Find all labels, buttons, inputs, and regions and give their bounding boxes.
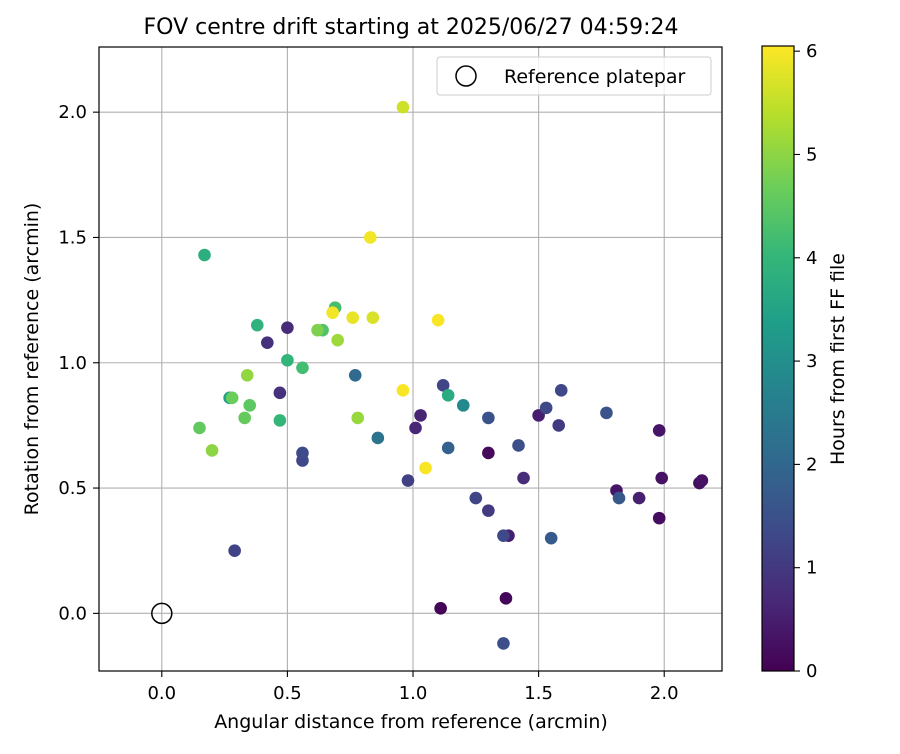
reference-platepar-marker <box>151 602 173 625</box>
colorbar-gradient <box>761 45 795 672</box>
data-point <box>632 491 646 505</box>
data-point <box>652 511 666 525</box>
colorbar: 0 1 2 3 4 5 6 Hours from first FF file <box>761 41 849 682</box>
data-point <box>517 471 530 485</box>
data-point <box>482 411 495 425</box>
data-point <box>499 592 513 605</box>
data-point <box>331 333 344 347</box>
data-point <box>250 318 264 332</box>
x-tick-label: 1.5 <box>524 683 553 704</box>
data-point <box>419 461 432 475</box>
data-point <box>497 529 510 542</box>
data-point <box>225 391 239 405</box>
x-tick-label: 0.5 <box>273 683 302 704</box>
x-tick-label: 2.0 <box>650 683 679 704</box>
data-point <box>655 471 669 485</box>
colorbar-label: Hours from first FF file <box>827 253 849 465</box>
data-point <box>441 389 455 402</box>
legend-open-circle-marker <box>455 65 477 87</box>
data-points <box>193 100 709 650</box>
data-point <box>482 446 495 460</box>
data-point <box>240 368 254 382</box>
plot-frame <box>98 46 723 672</box>
data-point <box>261 336 274 350</box>
data-point <box>371 431 385 445</box>
data-point <box>396 384 410 397</box>
data-point <box>326 306 339 319</box>
data-point <box>414 409 427 422</box>
data-point <box>238 411 252 425</box>
data-point <box>228 544 241 558</box>
chart-title: FOV centre drift starting at 2025/06/27 … <box>144 15 679 40</box>
data-point <box>469 491 483 505</box>
plot-background <box>99 47 722 671</box>
data-point <box>544 531 558 545</box>
data-point <box>346 311 360 324</box>
data-point <box>482 504 495 517</box>
data-point <box>281 353 294 367</box>
data-point <box>441 441 455 455</box>
data-point <box>552 419 566 432</box>
reference-marker-layer <box>151 602 173 625</box>
data-point <box>193 421 206 435</box>
y-axis-label: Rotation from reference (arcmin) <box>21 203 43 516</box>
x-axis-label: Angular distance from reference (arcmin) <box>214 711 608 733</box>
colorbar-tick-label: 2 <box>806 454 817 475</box>
data-point <box>401 474 415 487</box>
data-point <box>273 414 287 427</box>
data-point <box>396 100 410 114</box>
data-point <box>512 439 525 452</box>
colorbar-tick-label: 6 <box>806 41 817 62</box>
plot-area <box>98 46 723 672</box>
data-point <box>205 444 219 457</box>
y-tick-label: 0.0 <box>58 603 87 624</box>
data-point <box>273 386 287 400</box>
y-tick-label: 2.0 <box>58 102 87 123</box>
data-point <box>351 411 365 425</box>
x-axis: 0.0 0.5 1.0 1.5 2.0 <box>147 671 679 704</box>
legend-label: Reference platepar <box>504 66 686 88</box>
data-point <box>409 421 422 435</box>
data-point <box>311 323 324 337</box>
legend: Reference platepar <box>436 56 712 96</box>
data-point <box>431 313 445 327</box>
data-point <box>434 602 447 615</box>
data-point <box>243 399 257 412</box>
legend-box <box>436 56 712 96</box>
colorbar-tick-label: 3 <box>806 351 817 372</box>
data-point <box>436 379 450 392</box>
colorbar-tick-label: 0 <box>806 661 817 682</box>
data-point <box>456 399 470 412</box>
colorbar-ticks: 0 1 2 3 4 5 6 <box>794 41 817 682</box>
data-point <box>612 491 626 505</box>
data-point <box>554 384 568 397</box>
data-point <box>600 406 613 420</box>
colorbar-tick-label: 4 <box>806 248 817 269</box>
x-tick-label: 1.0 <box>399 683 428 704</box>
y-tick-label: 0.5 <box>58 478 87 499</box>
data-point <box>497 637 510 650</box>
data-point <box>281 321 294 334</box>
data-point <box>366 311 380 324</box>
y-axis: 0.0 0.5 1.0 1.5 2.0 <box>58 102 99 624</box>
y-tick-label: 1.5 <box>58 227 87 248</box>
colorbar-tick-label: 1 <box>806 558 817 579</box>
data-point <box>364 231 377 244</box>
y-tick-label: 1.0 <box>58 353 87 374</box>
data-point <box>348 368 362 382</box>
colorbar-tick-label: 5 <box>806 144 817 165</box>
data-point <box>539 401 553 415</box>
grid-lines <box>99 47 722 671</box>
x-tick-label: 0.0 <box>147 683 176 704</box>
data-point <box>296 361 309 375</box>
data-point <box>652 424 666 437</box>
data-point <box>296 446 309 460</box>
data-point <box>198 248 211 262</box>
data-point <box>695 474 709 487</box>
